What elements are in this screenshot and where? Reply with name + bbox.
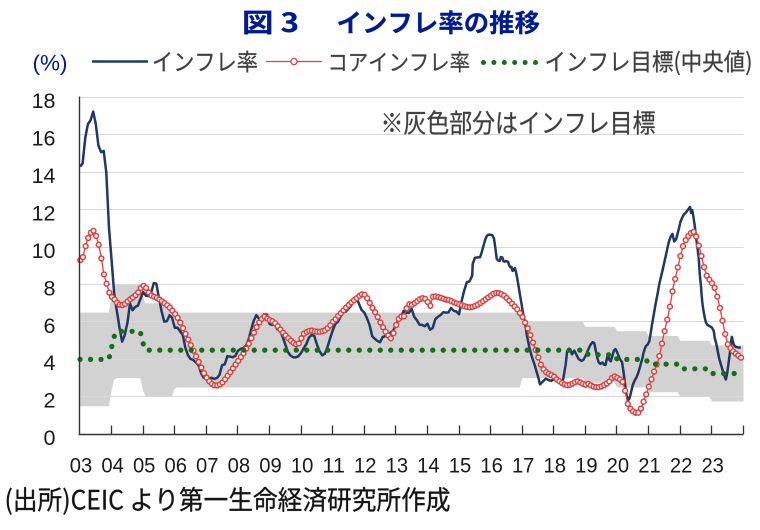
svg-text:14: 14	[417, 454, 440, 478]
svg-text:14: 14	[32, 164, 56, 188]
svg-text:16: 16	[32, 127, 56, 151]
svg-text:11: 11	[322, 454, 345, 478]
svg-text:15: 15	[449, 454, 472, 478]
svg-text:12: 12	[32, 202, 56, 226]
svg-text:17: 17	[512, 454, 535, 478]
svg-text:19: 19	[575, 454, 598, 478]
svg-text:23: 23	[701, 454, 724, 478]
svg-text:13: 13	[386, 454, 409, 478]
svg-text:0: 0	[44, 426, 56, 450]
svg-text:16: 16	[480, 454, 503, 478]
svg-text:2: 2	[44, 389, 56, 413]
svg-text:4: 4	[44, 351, 56, 375]
svg-text:07: 07	[196, 454, 219, 478]
svg-text:21: 21	[638, 454, 661, 478]
svg-text:04: 04	[101, 454, 124, 478]
svg-text:05: 05	[133, 454, 156, 478]
svg-text:09: 09	[259, 454, 282, 478]
svg-text:6: 6	[44, 314, 56, 338]
svg-text:10: 10	[291, 454, 314, 478]
svg-text:06: 06	[165, 454, 188, 478]
svg-text:03: 03	[70, 454, 93, 478]
svg-text:8: 8	[44, 276, 56, 300]
svg-text:18: 18	[32, 89, 56, 113]
svg-text:22: 22	[670, 454, 693, 478]
svg-text:08: 08	[228, 454, 251, 478]
svg-text:10: 10	[32, 239, 56, 263]
svg-text:(%): (%)	[33, 51, 68, 76]
svg-text:20: 20	[607, 454, 630, 478]
svg-text:12: 12	[354, 454, 377, 478]
svg-text:18: 18	[544, 454, 567, 478]
